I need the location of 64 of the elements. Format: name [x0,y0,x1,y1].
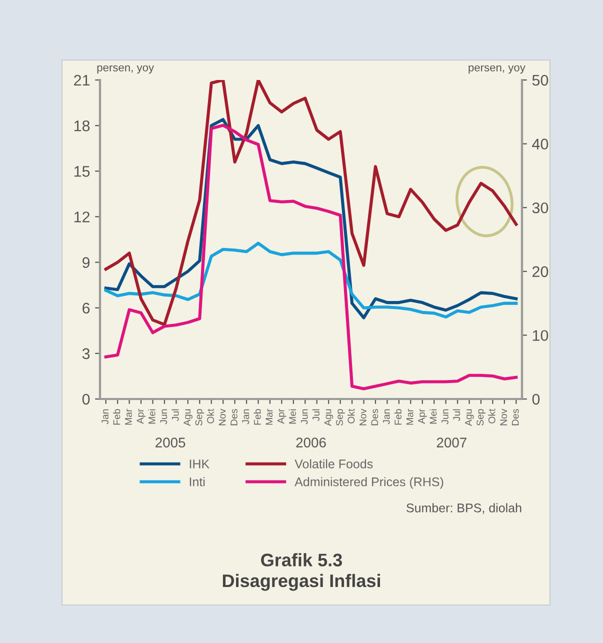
x-tick-label: Nov [360,408,366,426]
x-tick-label: Okt [206,408,214,424]
x-tick-label: Mar [406,408,414,425]
text: 2007 [436,438,466,448]
line-series [104,124,518,390]
x-tick-label: Sep [476,409,486,426]
y-tick-label: 9 [82,257,90,268]
x-tick-label: Apr [136,408,146,424]
x-tick-label: Agu [465,409,474,426]
y2-tick-label: 10 [532,330,548,341]
legend-label: Administered Prices (RHS) [294,477,444,489]
x-tick-label: Jan [102,409,108,424]
x-tick-label: Des [371,409,378,426]
x-tick-label: Mar [125,408,132,425]
text: Sumber: BPS, diolah [406,503,522,514]
x-tick-label: Feb [254,409,261,425]
y-tick-label: 21 [74,74,90,86]
line-series [104,80,518,326]
y-tick-label: 15 [74,166,90,177]
text: Grafik 5.3 Disagregasi Inflasi [222,553,380,591]
x-tick-label: Jun [300,409,308,424]
y-tick-label: 18 [74,120,90,132]
y2-axis-title: persen, yoy [468,65,526,74]
text: 2006 [296,438,326,448]
text: 2005 [156,438,186,448]
x-tick-label: Feb [394,409,402,425]
x-tick-label: Jan [383,409,390,424]
legend-label: Volatile Foods [294,459,373,468]
x-tick-label: Nov [218,408,226,426]
y2-tick-label: 50 [532,74,548,86]
y2-tick-label: 30 [532,202,548,214]
x-tick-label: Des [230,409,238,426]
x-tick-label: Jul [312,409,320,421]
x-tick-label: Nov [500,408,508,426]
y-axis-title: persen, yoy [97,65,154,74]
x-tick-label: Okt [488,408,496,424]
x-tick-label: Agu [184,409,192,426]
x-tick-label: Jan [242,409,250,424]
x-tick-label: Jun [160,409,168,424]
x-tick-label: Mar [266,408,273,425]
x-tick-label: Des [512,409,519,426]
y2-tick-label: 0 [532,394,540,405]
y2-tick-label: 20 [532,266,548,278]
x-tick-label: Apr [418,408,427,424]
x-tick-label: Apr [278,408,286,424]
x-tick-label: Feb [113,409,120,425]
legend-label: IHK [190,460,210,468]
line-series [104,242,518,318]
y2-tick-label: 40 [532,138,548,150]
x-tick-label: Okt [347,408,355,424]
x-tick-label: Agu [324,409,334,426]
x-tick-label: Jul [452,409,460,421]
x-tick-label: Mei [148,409,156,424]
x-tick-label: Mei [288,409,296,424]
y-tick-label: 6 [82,302,90,314]
x-tick-label: Jun [442,409,448,424]
x-tick-label: Sep [336,409,345,426]
y-tick-label: 0 [82,394,90,405]
y-tick-label: 3 [82,348,90,360]
x-tick-label: Sep [195,409,204,426]
legend-label: Inti [190,477,205,486]
y-tick-label: 12 [74,212,90,222]
x-tick-label: Jul [172,409,179,421]
x-tick-label: Mei [430,409,437,424]
